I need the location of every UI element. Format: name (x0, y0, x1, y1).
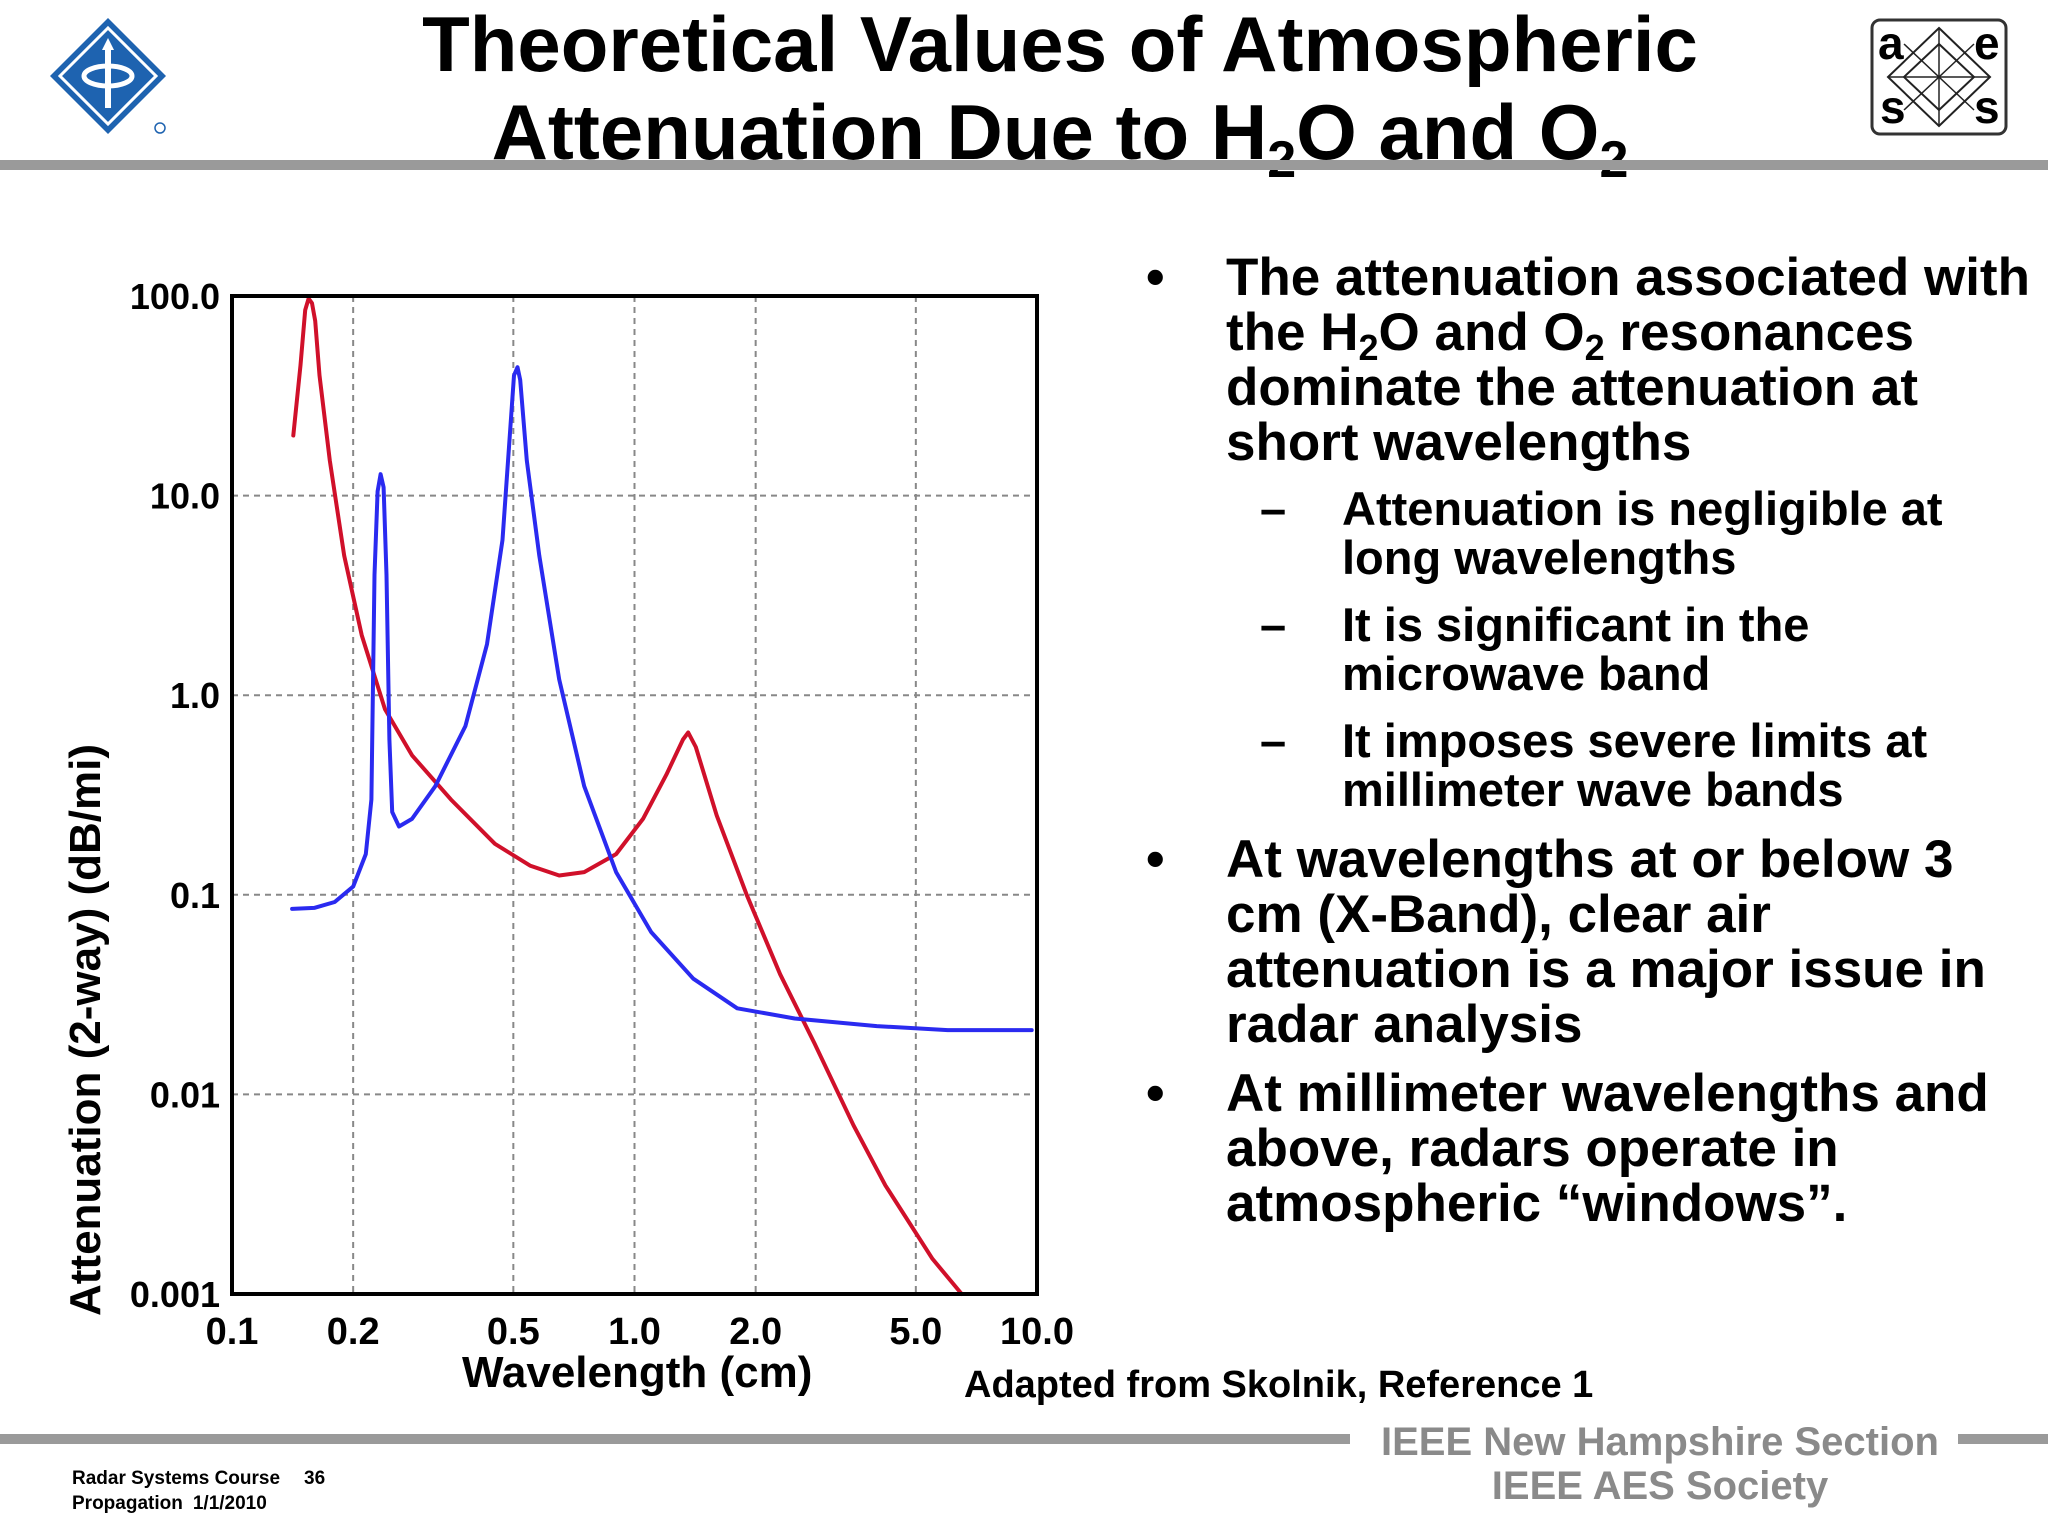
bullet-3-text: At millimeter wavelengths and above, rad… (1226, 1064, 1989, 1233)
header-rule (0, 160, 2048, 170)
footer-rule-left (0, 1434, 1350, 1444)
bullet-list: • The attenuation associated with the H2… (1130, 250, 2030, 1245)
x-tick-label: 1.0 (608, 1311, 661, 1353)
sub-bullet-1-text: Attenuation is negligible at long wavele… (1342, 482, 1943, 584)
aes-logo: a e s s (1870, 17, 2008, 136)
bullet-item-3: • At millimeter wavelengths and above, r… (1130, 1066, 2030, 1231)
bullet-dot-icon: • (1146, 1064, 1165, 1123)
attenuation-chart: 0.1 0.2 0.5 1.0 2.0 5.0 10.0 0.001 0.01 0.1 1.0 10.… (0, 230, 1100, 1410)
sub-bullet-item-2: – It is significant in the microwave ban… (1130, 600, 2030, 698)
footer-date: 1/1/2010 (192, 1493, 267, 1514)
y-tick-label: 10.0 (150, 476, 220, 517)
dash-icon: – (1260, 598, 1287, 651)
dash-icon: – (1260, 714, 1287, 767)
footer-course-name: Radar Systems Course (72, 1468, 281, 1489)
source-note: Adapted from Skolnik, Reference 1 (964, 1364, 1594, 1406)
bullet-1-text-a: The attenuation associated with the H (1226, 248, 2030, 362)
page-title: Theoretical Values of Atmospheric Attenu… (300, 0, 1820, 186)
bullet-1-subscript-2: 2 (1584, 327, 1605, 368)
sub-bullet-item-1: – Attenuation is negligible at long wave… (1130, 484, 2030, 582)
y-tick-label: 0.01 (150, 1074, 220, 1115)
x-tick-label: 2.0 (729, 1311, 782, 1353)
series-line-1 (291, 296, 964, 1296)
title-line-1: Theoretical Values of Atmospheric (422, 0, 1698, 88)
ieee-logo (48, 16, 168, 136)
bullet-dot-icon: • (1146, 830, 1165, 889)
y-axis-label: Attenuation (2-way) (dB/mi) (61, 744, 110, 1316)
sub-bullet-item-3: – It imposes severe limits at millimeter… (1130, 716, 2030, 814)
sub-bullet-2-text: It is significant in the microwave band (1342, 598, 1810, 700)
footer-page-number: 36 (304, 1468, 326, 1489)
x-tick-label: 10.0 (1000, 1311, 1074, 1353)
footer-topic: Propagation (72, 1493, 183, 1514)
y-tick-label: 1.0 (170, 675, 220, 716)
aes-letter-a: a (1878, 17, 1904, 69)
bullet-item-2: • At wavelengths at or below 3 cm (X-Ban… (1130, 832, 2030, 1052)
bullet-1-text-b: O and O (1378, 303, 1585, 362)
x-tick-label: 5.0 (889, 1311, 942, 1353)
dash-icon: – (1260, 482, 1287, 535)
sub-bullet-list: – Attenuation is negligible at long wave… (1130, 484, 2030, 814)
y-tick-label: 100.0 (130, 276, 220, 317)
bullet-2-text: At wavelengths at or below 3 cm (X-Band)… (1226, 830, 1986, 1054)
footer-organization: IEEE New Hampshire Section IEEE AES Soci… (1340, 1420, 1980, 1508)
chart-canvas: 0.1 0.2 0.5 1.0 2.0 5.0 10.0 0.001 0.01 0.1 1.0 10.… (130, 276, 1074, 1353)
bullet-1-subscript-1: 2 (1358, 327, 1379, 368)
aes-letter-e: e (1974, 17, 2000, 69)
x-tick-label: 0.5 (487, 1311, 540, 1353)
x-axis-label: Wavelength (cm) (462, 1348, 813, 1397)
sub-bullet-3-text: It imposes severe limits at millimeter w… (1342, 714, 1928, 816)
y-tick-label: 0.001 (130, 1274, 220, 1315)
x-tick-label: 0.1 (206, 1311, 259, 1353)
ieee-diamond-icon (50, 18, 166, 134)
series-line-2 (290, 365, 1034, 1033)
plot-frame (230, 294, 1039, 1296)
footer-org-line-2: IEEE AES Society (1491, 1464, 1829, 1508)
bullet-item-1: • The attenuation associated with the H2… (1130, 250, 2030, 470)
footer-rule-right (1958, 1434, 2048, 1444)
x-tick-label: 0.2 (327, 1311, 380, 1353)
bullet-dot-icon: • (1146, 248, 1165, 307)
y-tick-label: 0.1 (170, 875, 220, 916)
aes-letter-s-right: s (1974, 81, 2000, 133)
footer-course-info: Radar Systems Course 36 Propagation 1/1/20… (72, 1466, 325, 1516)
footer-org-line-1: IEEE New Hampshire Section (1381, 1420, 1939, 1464)
aes-letter-s-left: s (1880, 81, 1906, 133)
aes-emblem-icon (1870, 18, 2008, 136)
bullet-1-text-c: resonances dominate the attenuation at s… (1226, 303, 1918, 472)
